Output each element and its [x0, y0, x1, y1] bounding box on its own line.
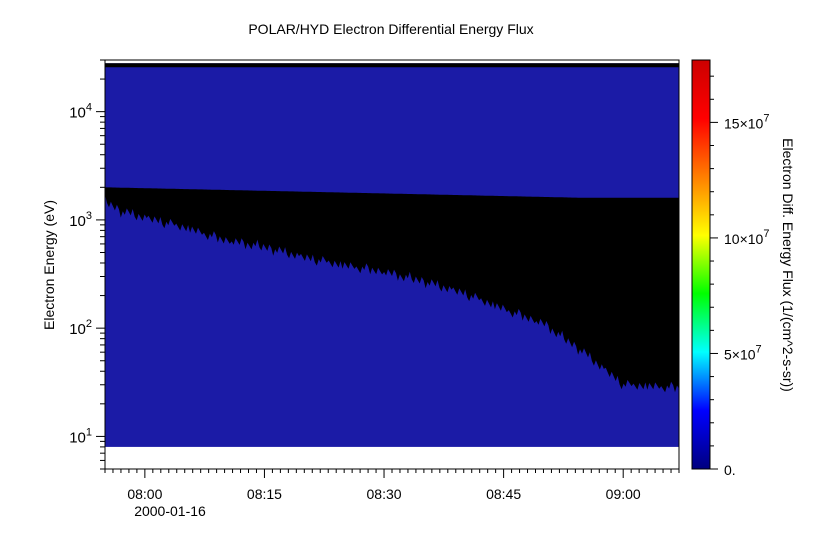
- colorbar-axis: 0. 5×107 10×107 15×107: [710, 75, 769, 478]
- x-tick-label: 08:30: [367, 486, 402, 502]
- colorbar-tick-label: 10×107: [724, 228, 769, 247]
- x-tick-label: 08:15: [247, 486, 282, 502]
- colorbar-tick-label: 0.: [724, 462, 736, 478]
- colorbar-label: Electron Diff. Energy Flux (1/(cm^2-s-sr…: [780, 138, 796, 392]
- colorbar-tick-label: 15×107: [724, 112, 769, 131]
- y-tick-label: 102: [69, 318, 92, 338]
- colorbar-tick-label: 5×107: [724, 343, 762, 362]
- chart-title: POLAR/HYD Electron Differential Energy F…: [248, 21, 533, 37]
- x-axis: 08:00 08:15 08:30 08:45 09:00: [104, 469, 680, 502]
- x-date-label: 2000-01-16: [134, 503, 206, 519]
- colorbar: [691, 59, 711, 470]
- no-data-gap-region: [105, 187, 679, 393]
- x-tick-label: 08:00: [127, 486, 162, 502]
- x-tick-label: 08:45: [486, 486, 521, 502]
- y-tick-label: 103: [69, 210, 92, 230]
- y-tick-label: 104: [69, 102, 92, 122]
- plot-area: [104, 59, 680, 470]
- spectrogram-image: [105, 63, 679, 447]
- y-tick-label: 101: [69, 426, 92, 446]
- y-axis-label: Electron Energy (eV): [41, 200, 57, 330]
- top-no-data-strip: [105, 63, 679, 68]
- y-axis: 101 102 103 104: [69, 59, 105, 470]
- x-tick-label: 09:00: [606, 486, 641, 502]
